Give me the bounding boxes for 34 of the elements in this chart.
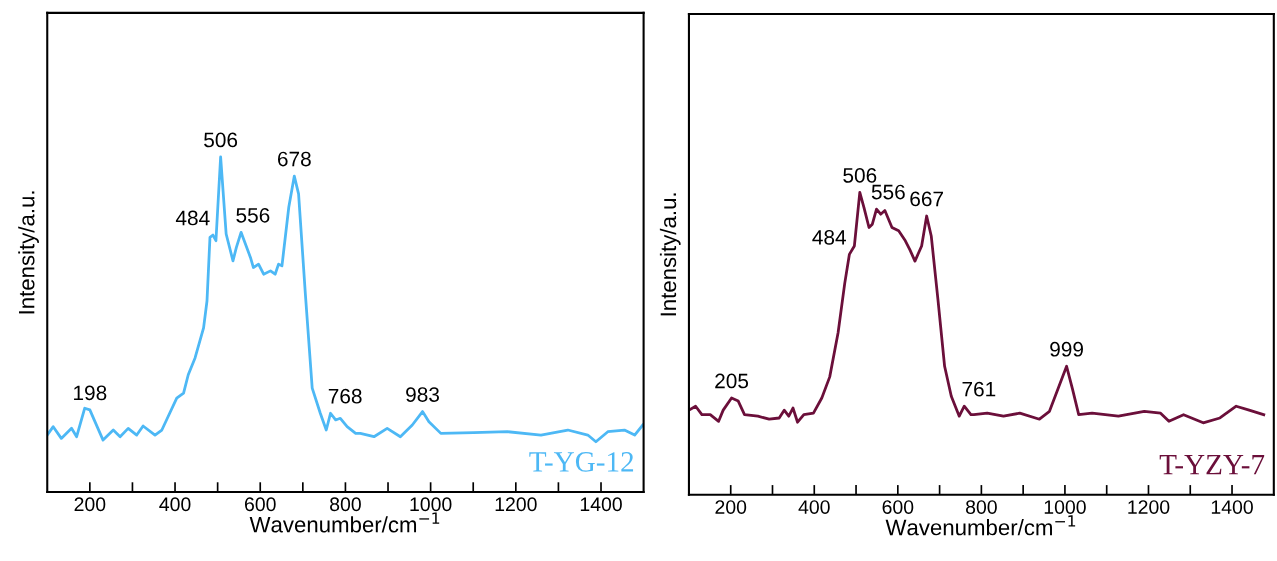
annotation: 768 [328, 388, 362, 404]
annotation: 205 [715, 373, 749, 389]
x-tick-label: 400 [798, 500, 830, 514]
series-label: T-YZY-7 [1159, 455, 1265, 475]
annotation: 198 [74, 385, 107, 401]
annotation: 556 [236, 207, 270, 223]
x-tick-label: 600 [245, 497, 276, 512]
x-tick-label: 1200 [495, 497, 537, 512]
x-axis-title: Wavenumber/cm$^{−1}$ [249, 512, 440, 533]
y-axis-title: Intensity/a.u. [18, 191, 39, 314]
x-tick-label: 1400 [1211, 500, 1253, 514]
x-tick-label: 1000 [410, 497, 452, 512]
x-tick-label: 200 [715, 500, 747, 514]
annotation: 999 [1050, 341, 1083, 357]
annotation: 667 [910, 191, 943, 207]
annotation: 506 [843, 168, 877, 183]
x-axis-title: Wavenumber/cm$^{−1}$ [885, 515, 1076, 536]
annotation: 484 [812, 229, 846, 245]
annotation: 556 [871, 184, 905, 200]
x-tick-label: 800 [966, 500, 997, 514]
annotation: 983 [406, 387, 439, 402]
y-axis-title: Intensity/a.u. [659, 193, 681, 316]
annotation: 678 [277, 151, 311, 167]
annotation: 484 [175, 210, 210, 226]
series-label: T-YG-12 [529, 452, 634, 472]
x-tick-label: 400 [159, 497, 191, 512]
x-tick-label: 1200 [1128, 500, 1170, 514]
x-tick-label: 800 [330, 497, 361, 512]
x-tick-label: 200 [74, 497, 106, 512]
annotation: 506 [204, 132, 238, 148]
annotation: 761 [962, 381, 996, 397]
x-tick-label: 1000 [1044, 500, 1086, 514]
x-tick-label: 600 [882, 500, 914, 514]
x-tick-label: 1400 [580, 497, 622, 512]
